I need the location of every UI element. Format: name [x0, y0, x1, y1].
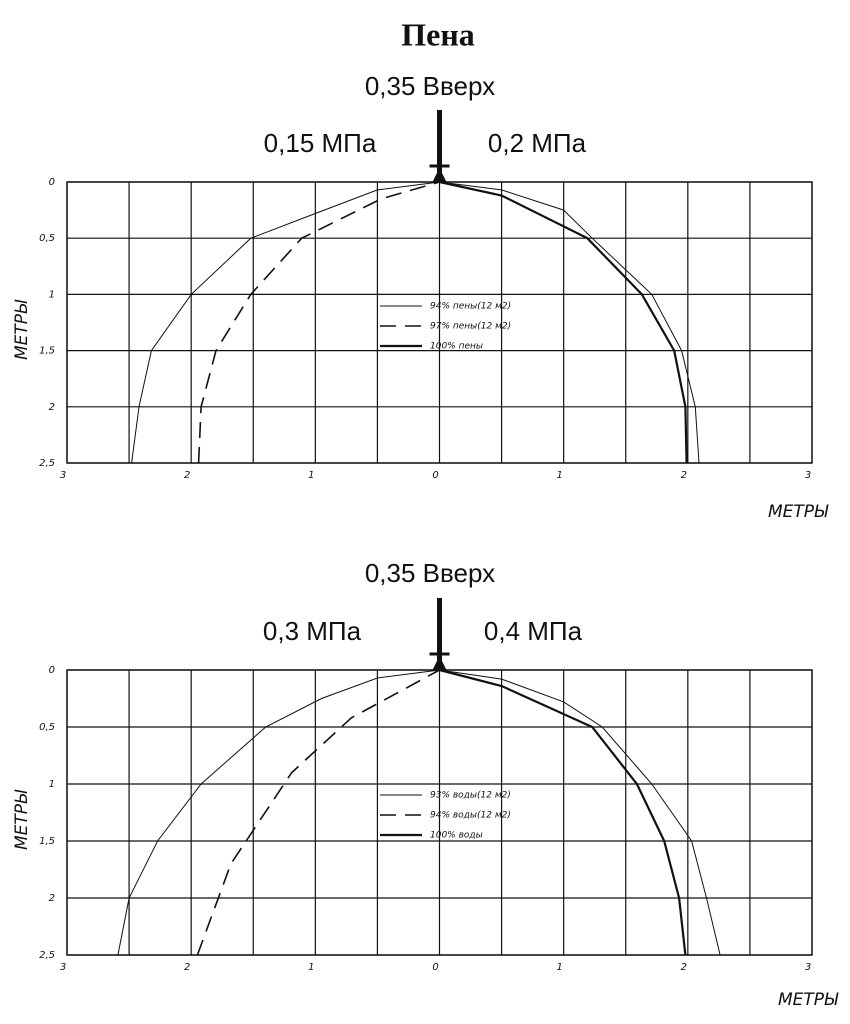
- x-tick-label: 3: [805, 470, 811, 481]
- y-tick-label: 1: [49, 289, 55, 300]
- y-tick-label: 2,5: [39, 458, 55, 469]
- annotation: 0,4 МПа: [484, 616, 583, 646]
- series-line: [197, 181, 440, 464]
- y-tick-label: 1,5: [39, 346, 55, 357]
- y-tick-label: 2: [49, 402, 55, 413]
- x-tick-label: 3: [60, 470, 66, 481]
- arrow-head: [432, 656, 447, 670]
- y-tick-label: 0,5: [39, 722, 55, 733]
- x-tick-label: 2: [681, 962, 687, 973]
- annotation: 0,2 МПа: [488, 128, 587, 158]
- arrow-head: [432, 168, 447, 182]
- x-tick-label: 2: [184, 962, 190, 973]
- annotation: 0,15 МПа: [264, 128, 377, 158]
- y-tick-label: 0,5: [39, 233, 55, 244]
- y-axis-label: МЕТРЫ: [12, 299, 32, 360]
- x-axis-label: МЕТРЫ: [778, 990, 839, 1010]
- legend-label: 97% пены(12 м2): [430, 322, 511, 332]
- legend-label: 93% воды(12 м2): [430, 791, 511, 801]
- legend-label: 100% пены: [430, 342, 483, 352]
- x-tick-label: 1: [308, 470, 314, 481]
- x-tick-label: 1: [308, 962, 314, 973]
- annotation: 0,35 Вверх: [365, 558, 495, 588]
- legend-label: 100% воды: [430, 831, 483, 841]
- y-tick-label: 2: [49, 893, 55, 904]
- series-line: [196, 669, 440, 956]
- x-tick-label: 2: [184, 470, 190, 481]
- series-line: [117, 669, 721, 956]
- y-tick-label: 1: [49, 779, 55, 790]
- y-tick-label: 0: [49, 177, 55, 188]
- y-axis-label: МЕТРЫ: [12, 789, 32, 850]
- legend-label: 94% пены(12 м2): [430, 302, 511, 312]
- y-tick-label: 2,5: [39, 950, 55, 961]
- x-tick-label: 1: [556, 470, 562, 481]
- series-line: [439, 668, 687, 956]
- y-tick-label: 0: [49, 665, 55, 676]
- y-tick-label: 1,5: [39, 836, 55, 847]
- annotation: 0,3 МПа: [263, 616, 362, 646]
- legend-label: 94% воды(12 м2): [430, 811, 511, 821]
- x-tick-label: 2: [681, 470, 687, 481]
- x-axis-label: МЕТРЫ: [768, 502, 829, 522]
- annotation: 0,35 Вверх: [365, 71, 495, 101]
- x-tick-label: 0: [432, 470, 438, 481]
- x-tick-label: 0: [432, 962, 438, 973]
- x-tick-label: 1: [556, 962, 562, 973]
- x-tick-label: 3: [805, 962, 811, 973]
- x-tick-label: 3: [60, 962, 66, 973]
- series-line: [131, 181, 700, 464]
- series-line: [439, 180, 688, 464]
- page-title: Пена: [401, 16, 475, 52]
